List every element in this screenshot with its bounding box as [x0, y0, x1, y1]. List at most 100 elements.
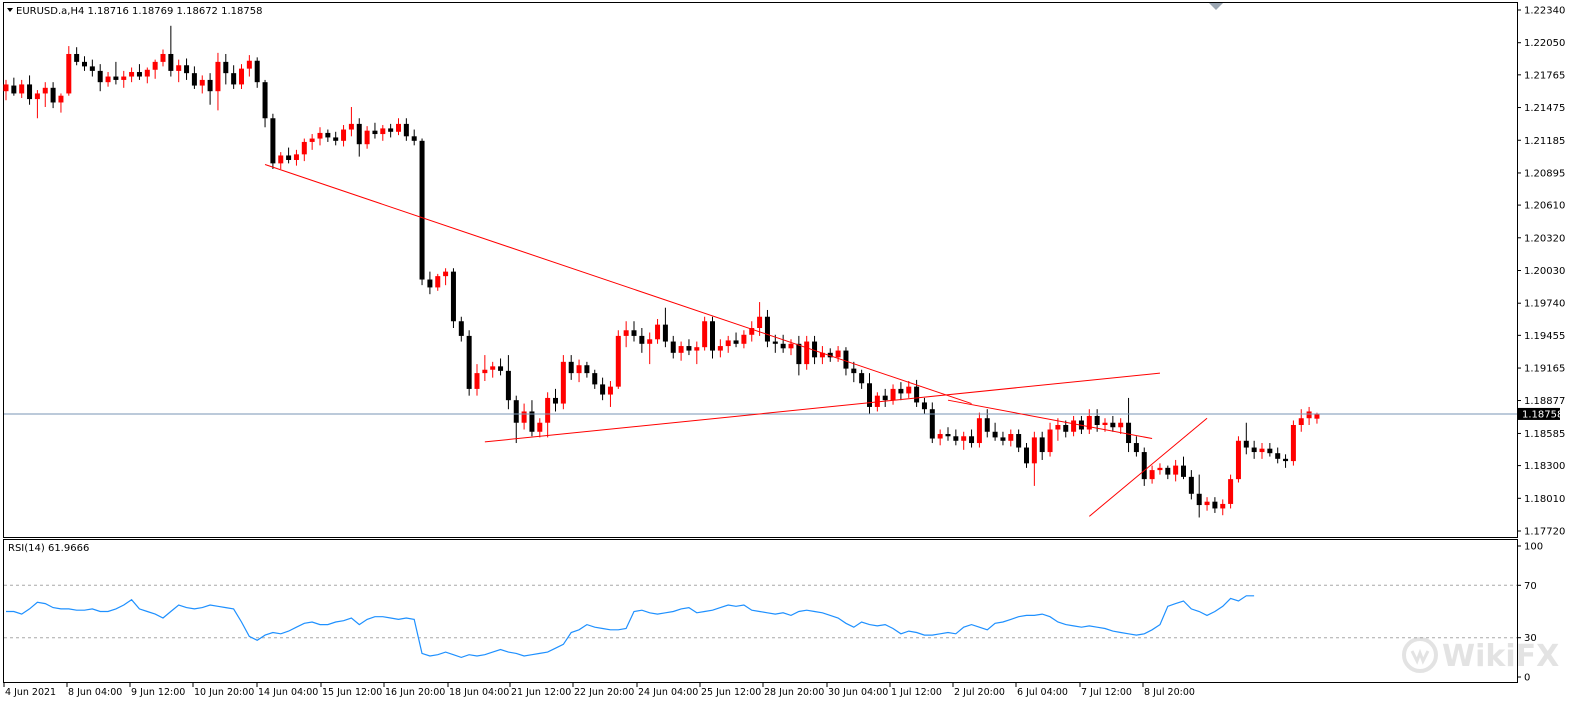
candle-body	[129, 72, 135, 77]
candle-body	[1235, 440, 1241, 480]
trendline[interactable]	[484, 372, 1161, 443]
candle-body	[317, 132, 323, 139]
candle	[1173, 459, 1179, 482]
candle	[1204, 497, 1210, 511]
candle-body	[498, 366, 504, 371]
candle-body	[1275, 453, 1281, 459]
candle-body	[1259, 448, 1265, 453]
candle-body	[1314, 413, 1320, 419]
candle	[82, 56, 87, 71]
candle	[1000, 431, 1006, 446]
trendlines[interactable]	[264, 164, 1208, 517]
trendline[interactable]	[1088, 417, 1208, 517]
candle	[1165, 465, 1171, 480]
candle-body	[882, 395, 888, 401]
current-price-label: 1.18758	[1522, 409, 1563, 420]
symbol-header: EURUSD.a,H4 1.18716 1.18769 1.18672 1.18…	[16, 6, 262, 17]
x-tick-label: 22 Jun 20:00	[574, 687, 634, 698]
candle-body	[419, 140, 425, 280]
candle	[498, 358, 504, 376]
candle	[819, 346, 825, 365]
candle	[741, 330, 747, 349]
candle-body	[639, 335, 645, 344]
candle	[458, 316, 464, 342]
candle-body	[1251, 447, 1257, 453]
candle-body	[796, 343, 802, 365]
candle	[207, 73, 213, 105]
triangle-down-icon[interactable]	[7, 8, 13, 12]
candle	[796, 335, 802, 376]
price-y-axis[interactable]: 1.22340 1.22050 1.21765 1.21475 1.21185 1.208…	[1517, 6, 1565, 538]
candle-body	[1306, 411, 1312, 419]
price-panel[interactable]	[3, 2, 1518, 538]
trendline[interactable]	[947, 399, 1153, 440]
candle	[1306, 406, 1312, 425]
candle-body	[1000, 437, 1006, 441]
candle-body	[27, 84, 33, 100]
candle	[27, 75, 33, 105]
candle-body	[388, 128, 394, 132]
x-tick-label: 4 Jun 2021	[5, 687, 56, 698]
candle	[223, 53, 229, 85]
candle	[19, 79, 25, 98]
candle-body	[874, 395, 880, 407]
candle-body	[631, 330, 637, 336]
candle	[851, 361, 857, 383]
candle-body	[1165, 467, 1171, 475]
candle	[1298, 409, 1304, 432]
candle	[702, 316, 708, 351]
candle-body	[1141, 452, 1147, 480]
candle	[592, 369, 598, 389]
candle	[58, 93, 64, 113]
candle-body	[458, 321, 464, 336]
candle	[914, 379, 920, 407]
time-x-axis[interactable]: 4 Jun 2021 8 Jun 04:00 9 Jun 12:00 10 Jun 2…	[3, 683, 1195, 698]
candle	[1039, 431, 1045, 460]
candle	[576, 359, 582, 383]
candle	[560, 355, 566, 410]
rsi-y-axis: 100 70 30 0	[1517, 542, 1543, 684]
y-tick-label: 1.20030	[1524, 266, 1565, 277]
candle-body	[1157, 467, 1163, 471]
candle	[937, 429, 943, 446]
candle	[89, 59, 95, 77]
rsi-panel[interactable]	[3, 539, 1518, 683]
candle-body	[600, 384, 606, 395]
candle-body	[647, 339, 653, 344]
candle	[961, 431, 967, 450]
trendline[interactable]	[264, 164, 972, 405]
candle-body	[945, 434, 951, 437]
candle	[176, 59, 182, 83]
candle	[11, 77, 17, 96]
candle	[490, 361, 496, 378]
candle-body	[1110, 422, 1116, 428]
candle	[772, 334, 778, 353]
candle-body	[992, 431, 998, 438]
candle	[545, 392, 551, 438]
candle-body	[553, 397, 558, 404]
candle-body	[223, 61, 229, 74]
candle	[631, 321, 637, 342]
x-tick-label: 25 Jun 12:00	[701, 687, 761, 698]
candles	[3, 25, 1320, 518]
candle	[1243, 422, 1249, 455]
candle	[764, 309, 770, 348]
candle-body	[906, 386, 912, 394]
candle	[529, 400, 535, 437]
candle	[1235, 436, 1241, 483]
candle	[121, 70, 127, 88]
candle	[333, 131, 339, 146]
x-tick-label: 30 Jun 04:00	[828, 687, 888, 698]
candle	[607, 381, 613, 407]
candle-body	[545, 397, 551, 423]
candle-body	[780, 343, 786, 349]
candle-body	[1283, 458, 1289, 462]
watermark-text: WikiFX	[1442, 639, 1559, 674]
candle-body	[1094, 415, 1100, 425]
candle	[623, 321, 629, 348]
candle	[710, 316, 715, 359]
scroll-marker-icon[interactable]	[1209, 3, 1223, 10]
candle	[780, 334, 786, 353]
candle	[568, 355, 574, 380]
